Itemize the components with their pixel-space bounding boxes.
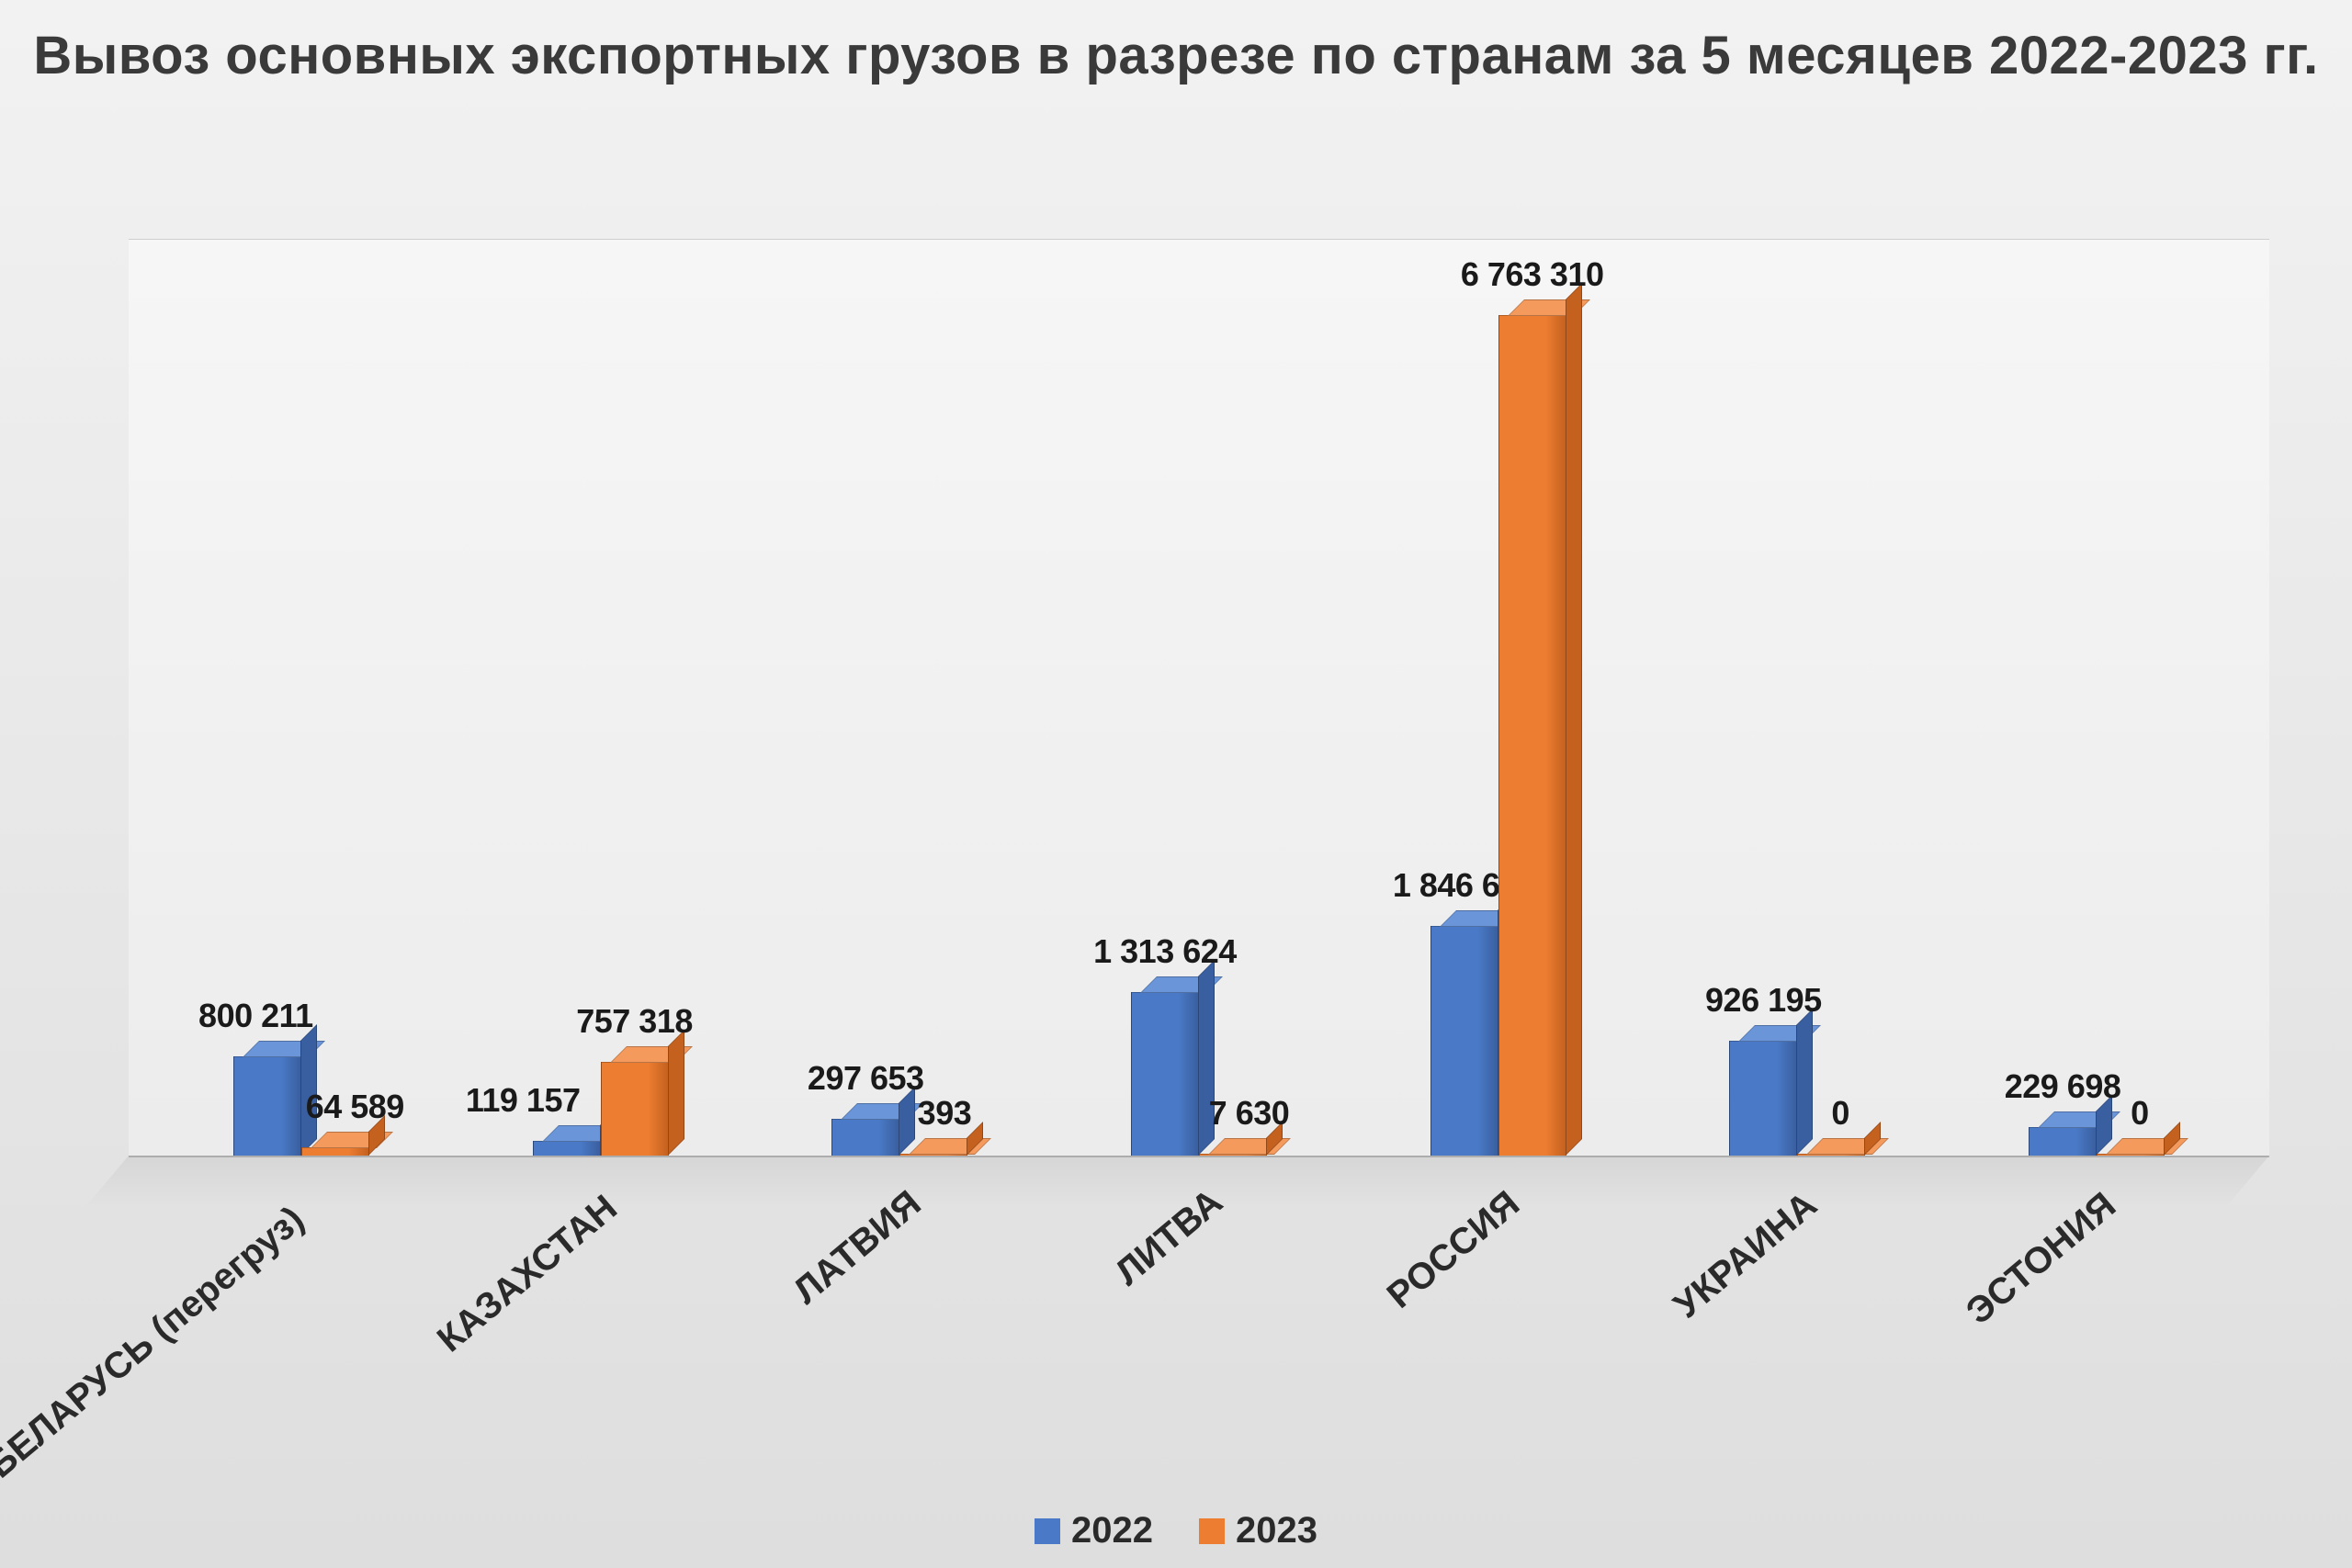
- plot-area: 800 21164 589БЕЛАРУСЬ (перегруз)119 1577…: [129, 239, 2269, 1157]
- bar-side-face: [1796, 1009, 1813, 1156]
- bar-2023: 0: [2097, 1154, 2165, 1156]
- bar-value-label: 0: [2131, 1094, 2149, 1133]
- bar-group: 1 313 6247 630ЛИТВА: [1073, 992, 1325, 1156]
- bar-group: 297 653393ЛАТВИЯ: [774, 1119, 1025, 1156]
- bar-2023: 0: [1797, 1154, 1865, 1156]
- bar-2022: 1 846 656: [1430, 926, 1498, 1156]
- legend-item-2022: 2022: [1035, 1510, 1153, 1551]
- bar-value-label: 64 589: [306, 1088, 404, 1126]
- legend-label-2023: 2023: [1236, 1510, 1317, 1551]
- legend: 2022 2023: [0, 1510, 2352, 1551]
- bar-value-label: 926 195: [1705, 981, 1822, 1020]
- bar-2023: 757 318: [601, 1062, 669, 1156]
- bar-value-label: 393: [918, 1094, 972, 1133]
- bar-2023: 64 589: [301, 1147, 369, 1156]
- bar-2022: 1 313 624: [1131, 992, 1199, 1156]
- bar-group: 800 21164 589БЕЛАРУСЬ (перегруз): [175, 1056, 427, 1156]
- legend-label-2022: 2022: [1071, 1510, 1153, 1551]
- bar-group: 229 6980ЭСТОНИЯ: [1971, 1127, 2222, 1156]
- bar-value-label: 0: [1831, 1094, 1849, 1133]
- bar-2022: 926 195: [1729, 1041, 1797, 1156]
- bar-side-face: [1566, 283, 1582, 1156]
- bar-value-label: 229 698: [2005, 1067, 2121, 1106]
- bar-value-label: 7 630: [1209, 1094, 1290, 1133]
- bar-value-label: 757 318: [576, 1002, 693, 1041]
- bar-groups-container: 800 21164 589БЕЛАРУСЬ (перегруз)119 1577…: [129, 240, 2269, 1156]
- bar-group: 1 846 6566 763 310РОССИЯ: [1373, 315, 1624, 1156]
- bar-2022: 229 698: [2029, 1127, 2097, 1156]
- bar-2022: 297 653: [831, 1119, 899, 1156]
- bar-2022: 119 157: [533, 1141, 601, 1156]
- bar-value-label: 1 313 624: [1093, 932, 1237, 971]
- bar-group: 926 1950УКРАИНА: [1672, 1041, 1924, 1156]
- bar-value-label: 6 763 310: [1461, 255, 1604, 294]
- bar-2023: 7 630: [1199, 1154, 1267, 1156]
- bar-side-face: [668, 1030, 684, 1156]
- bar-value-label: 800 211: [198, 997, 313, 1035]
- category-label: КАЗАХСТАН: [429, 1188, 625, 1361]
- category-label: БЕЛАРУСЬ (перегруз): [0, 1199, 312, 1486]
- bar-2023: 6 763 310: [1498, 315, 1566, 1156]
- bar-2023: 393: [899, 1154, 967, 1156]
- bar-value-label: 119 157: [466, 1081, 581, 1120]
- legend-swatch-2022: [1035, 1518, 1060, 1544]
- bar-2022: 800 211: [233, 1056, 301, 1156]
- legend-swatch-2023: [1199, 1518, 1225, 1544]
- bar-group: 119 157757 318КАЗАХСТАН: [475, 1062, 727, 1156]
- chart-title: Вывоз основных экспортных грузов в разре…: [0, 23, 2352, 90]
- legend-item-2023: 2023: [1199, 1510, 1317, 1551]
- bar-value-label: 297 653: [808, 1059, 924, 1098]
- floor-shadow: [83, 1156, 2269, 1211]
